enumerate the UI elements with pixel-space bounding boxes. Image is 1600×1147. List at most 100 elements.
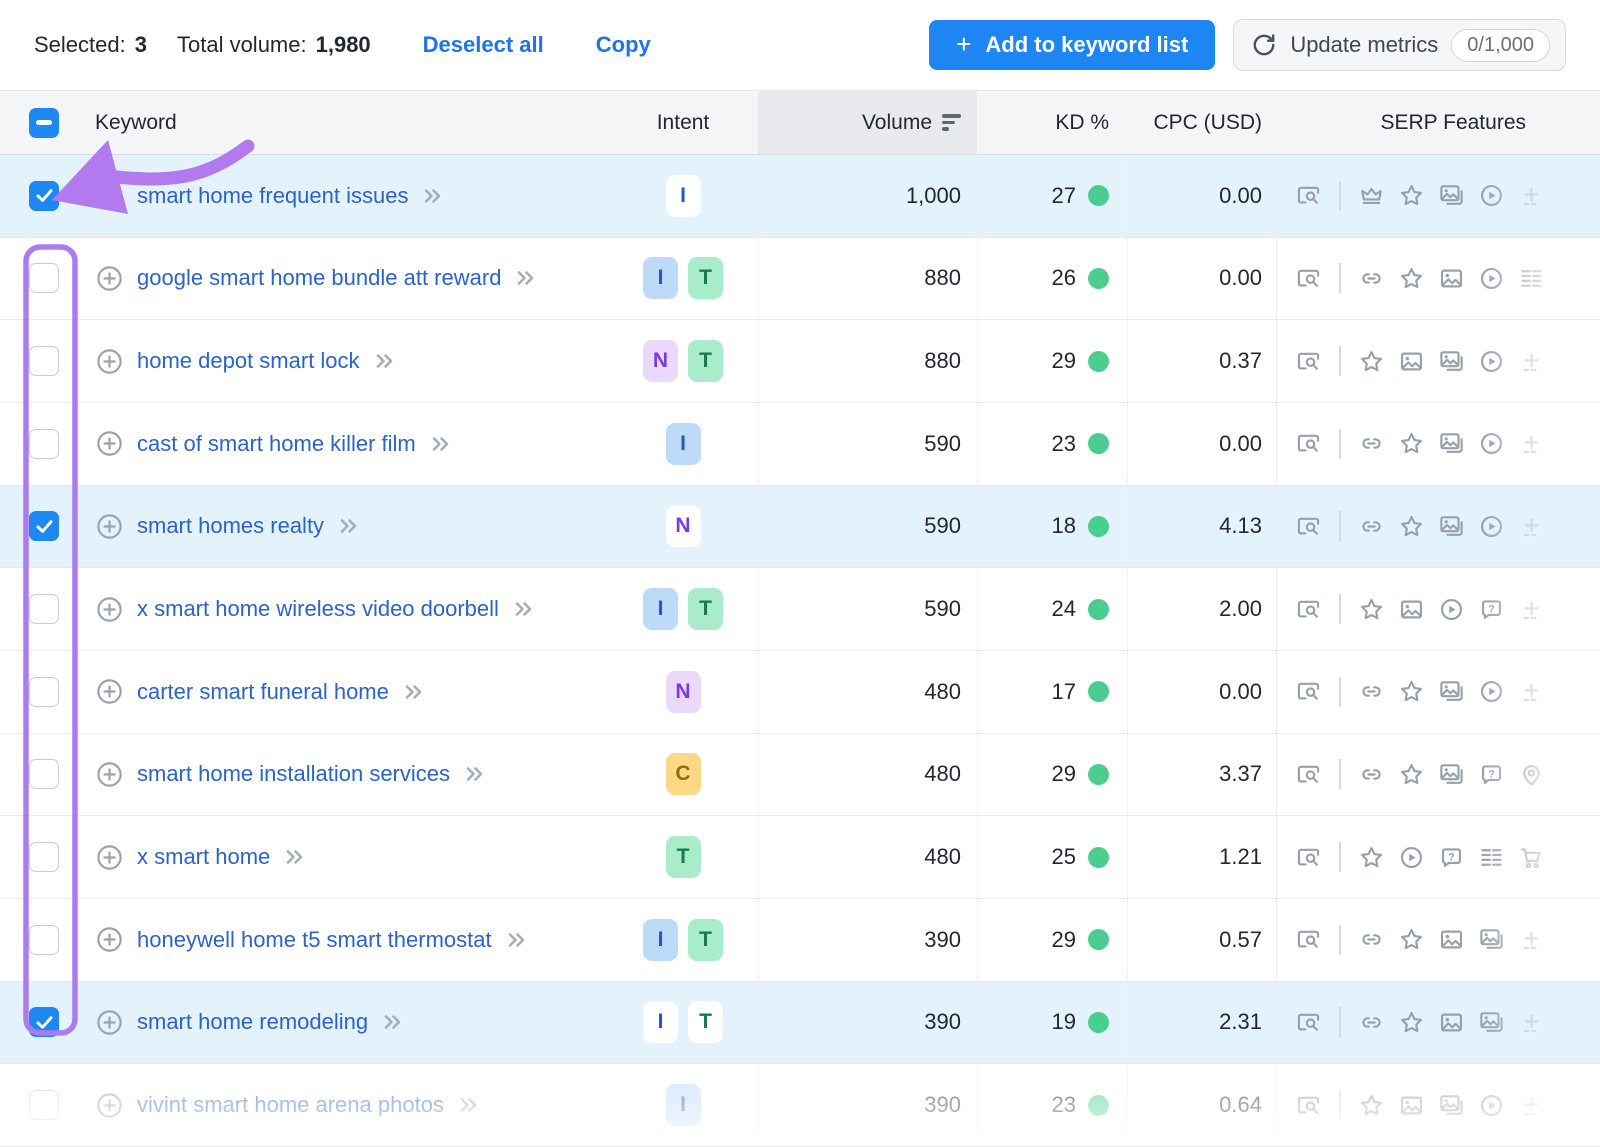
keyword-link[interactable]: honeywell home t5 smart thermostat [137, 926, 492, 952]
video-play-icon [1478, 430, 1505, 457]
column-header-volume[interactable]: Volume [758, 91, 977, 154]
add-keyword-plus-icon[interactable] [95, 181, 124, 210]
row-checkbox[interactable] [29, 511, 59, 542]
serp-features-cell [1276, 155, 1600, 237]
double-chevron-icon[interactable] [283, 845, 307, 869]
row-checkbox[interactable] [29, 1007, 59, 1038]
add-keyword-plus-icon[interactable] [95, 347, 124, 376]
double-chevron-icon[interactable] [457, 1093, 481, 1117]
row-checkbox-cell [0, 155, 88, 237]
intent-cell: I [608, 403, 758, 485]
add-to-keyword-list-button[interactable]: + Add to keyword list [929, 20, 1216, 70]
row-checkbox[interactable] [29, 263, 59, 294]
add-keyword-plus-icon[interactable] [95, 760, 124, 789]
column-header-cpc[interactable]: CPC (USD) [1153, 110, 1263, 134]
crown-icon [1358, 182, 1385, 209]
double-chevron-icon[interactable] [429, 432, 453, 456]
keyword-link[interactable]: vivint smart home arena photos [137, 1092, 444, 1118]
row-checkbox[interactable] [29, 842, 59, 873]
keyword-link[interactable]: smart home frequent issues [137, 182, 409, 208]
video-play-icon [1478, 182, 1505, 209]
row-checkbox[interactable] [29, 924, 59, 955]
cpc-cell: 4.13 [1127, 485, 1276, 568]
add-keyword-plus-icon[interactable] [95, 843, 124, 872]
add-keyword-plus-icon[interactable] [95, 595, 124, 624]
keyword-link[interactable]: smart home installation services [137, 761, 451, 787]
deselect-all-link[interactable]: Deselect all [422, 32, 544, 57]
serp-preview-icon [1295, 761, 1322, 788]
column-header-keyword[interactable]: Keyword [95, 110, 177, 134]
add-keyword-plus-icon[interactable] [95, 1008, 124, 1037]
column-header-kd[interactable]: KD % [1055, 110, 1109, 134]
double-chevron-icon[interactable] [402, 680, 426, 704]
add-keyword-plus-icon[interactable] [95, 925, 124, 954]
column-header-intent[interactable]: Intent [656, 110, 710, 134]
double-chevron-icon[interactable] [463, 762, 487, 786]
cpc-cell: 2.31 [1127, 981, 1276, 1064]
kd-difficulty-dot [1088, 1094, 1109, 1116]
row-checkbox[interactable] [29, 1090, 59, 1121]
faq-bubble-icon: ? [1478, 596, 1505, 623]
row-checkbox[interactable] [29, 594, 59, 625]
star-icon [1398, 182, 1425, 209]
intent-badge-T: T [688, 1001, 723, 1044]
volume-cell: 590 [758, 485, 977, 568]
video-play-icon [1478, 348, 1505, 375]
row-checkbox[interactable] [29, 180, 59, 211]
select-all-checkbox[interactable] [29, 107, 59, 138]
add-keyword-plus-icon[interactable] [95, 1091, 124, 1120]
video-play-icon [1478, 265, 1505, 292]
row-checkbox[interactable] [29, 428, 59, 459]
keyword-link[interactable]: x smart home [137, 844, 271, 870]
row-checkbox[interactable] [29, 346, 59, 377]
cpc-cell: 0.00 [1127, 155, 1276, 237]
copy-link[interactable]: Copy [595, 32, 651, 57]
serp-divider [1339, 676, 1341, 707]
header-checkbox-cell [0, 91, 88, 154]
keyword-link[interactable]: carter smart funeral home [137, 678, 389, 704]
kd-cell: 24 [977, 568, 1127, 650]
add-keyword-plus-icon[interactable] [95, 429, 124, 458]
add-keyword-plus-icon[interactable] [95, 677, 124, 706]
cpc-cell: 3.37 [1127, 733, 1276, 816]
keyword-link[interactable]: cast of smart home killer film [137, 430, 416, 456]
double-chevron-icon[interactable] [337, 514, 361, 538]
location-pin-icon [1518, 761, 1545, 788]
double-chevron-icon[interactable] [505, 928, 529, 952]
double-chevron-icon[interactable] [373, 349, 397, 373]
double-chevron-icon[interactable] [421, 184, 445, 208]
serp-features-cell [1276, 485, 1600, 568]
keyword-cell: carter smart funeral home [88, 651, 608, 733]
update-metrics-button[interactable]: Update metrics 0/1,000 [1233, 19, 1566, 71]
row-checkbox[interactable] [29, 676, 59, 707]
keyword-cell: x smart home [88, 816, 608, 898]
keyword-link[interactable]: smart home remodeling [137, 1009, 369, 1035]
kd-cell: 19 [977, 981, 1127, 1064]
add-keyword-plus-icon[interactable] [95, 264, 124, 293]
image-icon [1438, 926, 1465, 953]
double-chevron-icon[interactable] [381, 1010, 405, 1034]
keyword-link[interactable]: google smart home bundle att reward [137, 265, 502, 291]
keyword-link[interactable]: smart homes realty [137, 513, 325, 539]
row-checkbox-cell [0, 816, 88, 898]
kd-difficulty-dot [1088, 185, 1109, 207]
keyword-link[interactable]: x smart home wireless video doorbell [137, 596, 499, 622]
table-row: smart home installation services C 480 2… [0, 733, 1600, 817]
selected-count: Selected: 3 [34, 32, 147, 58]
intent-badge-T: T [688, 588, 723, 631]
kd-value: 29 [1051, 348, 1076, 374]
double-chevron-icon[interactable] [514, 266, 538, 290]
add-keyword-plus-icon[interactable] [95, 512, 124, 541]
selection-toolbar: Selected: 3 Total volume: 1,980 Deselect… [0, 0, 1600, 90]
star-icon [1358, 596, 1385, 623]
cart-icon [1518, 844, 1545, 871]
images-stacked-icon [1478, 926, 1505, 953]
row-checkbox[interactable] [29, 759, 59, 790]
double-chevron-icon[interactable] [512, 597, 536, 621]
keyword-link[interactable]: home depot smart lock [137, 348, 360, 374]
serp-divider [1339, 346, 1341, 377]
